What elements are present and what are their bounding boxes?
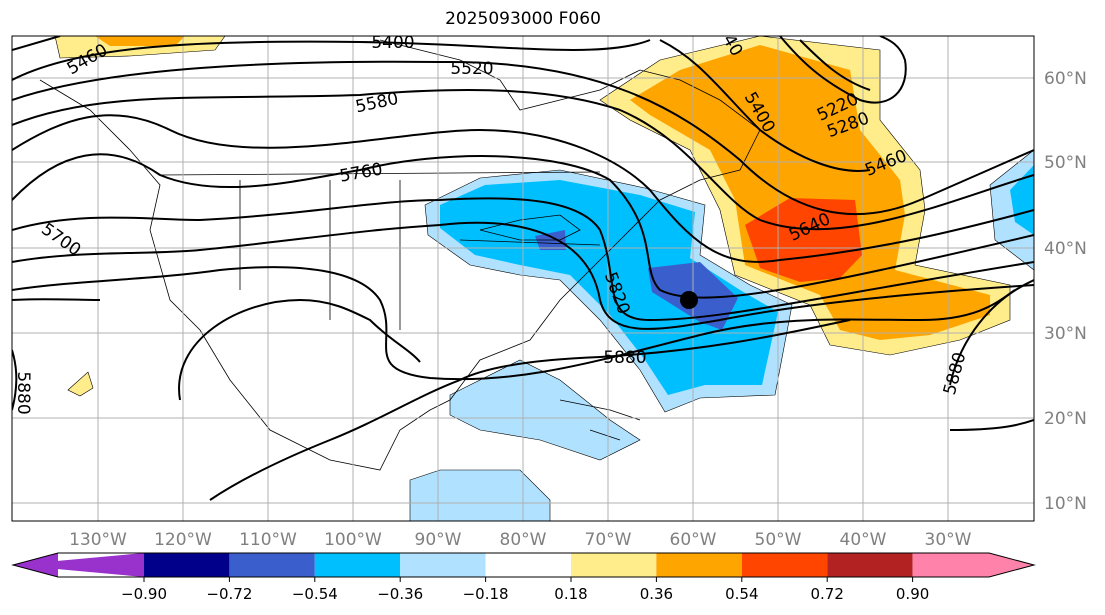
lat-label: 60°N — [1044, 69, 1087, 89]
lon-label: 60°W — [670, 530, 717, 550]
colorbar: −0.90 −0.72 −0.54 −0.36 −0.18 0.18 0.36 0.54 0.7… — [11, 552, 1036, 603]
contour-label: 5880 — [13, 371, 33, 414]
lon-label: 40°W — [840, 530, 887, 550]
colorbar-segment — [656, 553, 742, 577]
fill-caribbean-light — [449, 359, 641, 461]
colorbar-segment — [400, 553, 486, 577]
contour-label: 5520 — [450, 59, 493, 79]
lat-label: 20°N — [1044, 409, 1087, 429]
lat-label: 30°N — [1044, 324, 1087, 344]
colorbar-outline — [11, 552, 1036, 578]
contour-label: 5580 — [354, 89, 400, 118]
fill-topleft-orange — [95, 36, 185, 46]
colorbar-tick-label: 0.54 — [725, 585, 758, 603]
lon-label: 30°W — [925, 530, 972, 550]
lon-label: 130°W — [69, 530, 127, 550]
lon-label: 50°W — [755, 530, 802, 550]
lat-label: 40°N — [1044, 239, 1087, 259]
colorbar-segment — [314, 553, 401, 577]
contour-label: 5760 — [338, 159, 384, 186]
colorbar-segment — [741, 553, 828, 577]
colorbar-tick-label: −0.54 — [292, 585, 338, 603]
contour-label: 5880 — [603, 348, 646, 368]
lon-label: 120°W — [154, 530, 212, 550]
colorbar-segment — [827, 553, 913, 577]
lon-label: 110°W — [239, 530, 297, 550]
fill-positive-orange — [630, 45, 990, 340]
grid — [12, 36, 1034, 521]
colorbar-extend-high — [912, 553, 1034, 577]
lon-labels: 130°W 120°W 110°W 100°W 90°W 80°W 70°W 6… — [69, 530, 972, 550]
lon-label: 80°W — [500, 530, 547, 550]
colorbar-segment — [571, 553, 657, 577]
fill-east-mid — [1010, 165, 1034, 235]
colorbar-tick-label: 0.90 — [896, 585, 929, 603]
colorbar-segment — [485, 553, 571, 577]
fill-caribbean-south — [409, 469, 551, 521]
colorbar-tick-label: −0.18 — [463, 585, 509, 603]
lon-label: 100°W — [324, 530, 382, 550]
colorbar-tick-label: −0.72 — [206, 585, 252, 603]
coastlines — [39, 39, 761, 471]
colorbar-tick-label: 0.72 — [810, 585, 843, 603]
map-frame — [11, 35, 1035, 522]
lon-label: 90°W — [415, 530, 462, 550]
colorbar-tick-label: 0.36 — [640, 585, 673, 603]
contour-label: 5400 — [371, 33, 414, 53]
lat-label: 50°N — [1044, 153, 1087, 173]
lat-label: 10°N — [1044, 494, 1087, 514]
colorbar-segment — [229, 553, 315, 577]
contour-label: 5880 — [940, 350, 971, 397]
storm-center-marker — [680, 291, 698, 309]
colorbar-segment — [144, 553, 230, 577]
colorbar-tick-label: −0.90 — [121, 585, 167, 603]
colorbar-tick-label: −0.36 — [377, 585, 423, 603]
lat-labels: 60°N 50°N 40°N 30°N 20°N 10°N — [1044, 69, 1087, 514]
chart-title: 2025093000 F060 — [445, 9, 601, 29]
colorbar-segment — [13, 553, 144, 577]
height-contours — [12, 36, 1034, 501]
anomaly-fills — [54, 36, 1034, 521]
colorbar-tick-label: 0.18 — [554, 585, 587, 603]
lon-label: 70°W — [585, 530, 632, 550]
fill-small-yellow — [67, 371, 94, 397]
